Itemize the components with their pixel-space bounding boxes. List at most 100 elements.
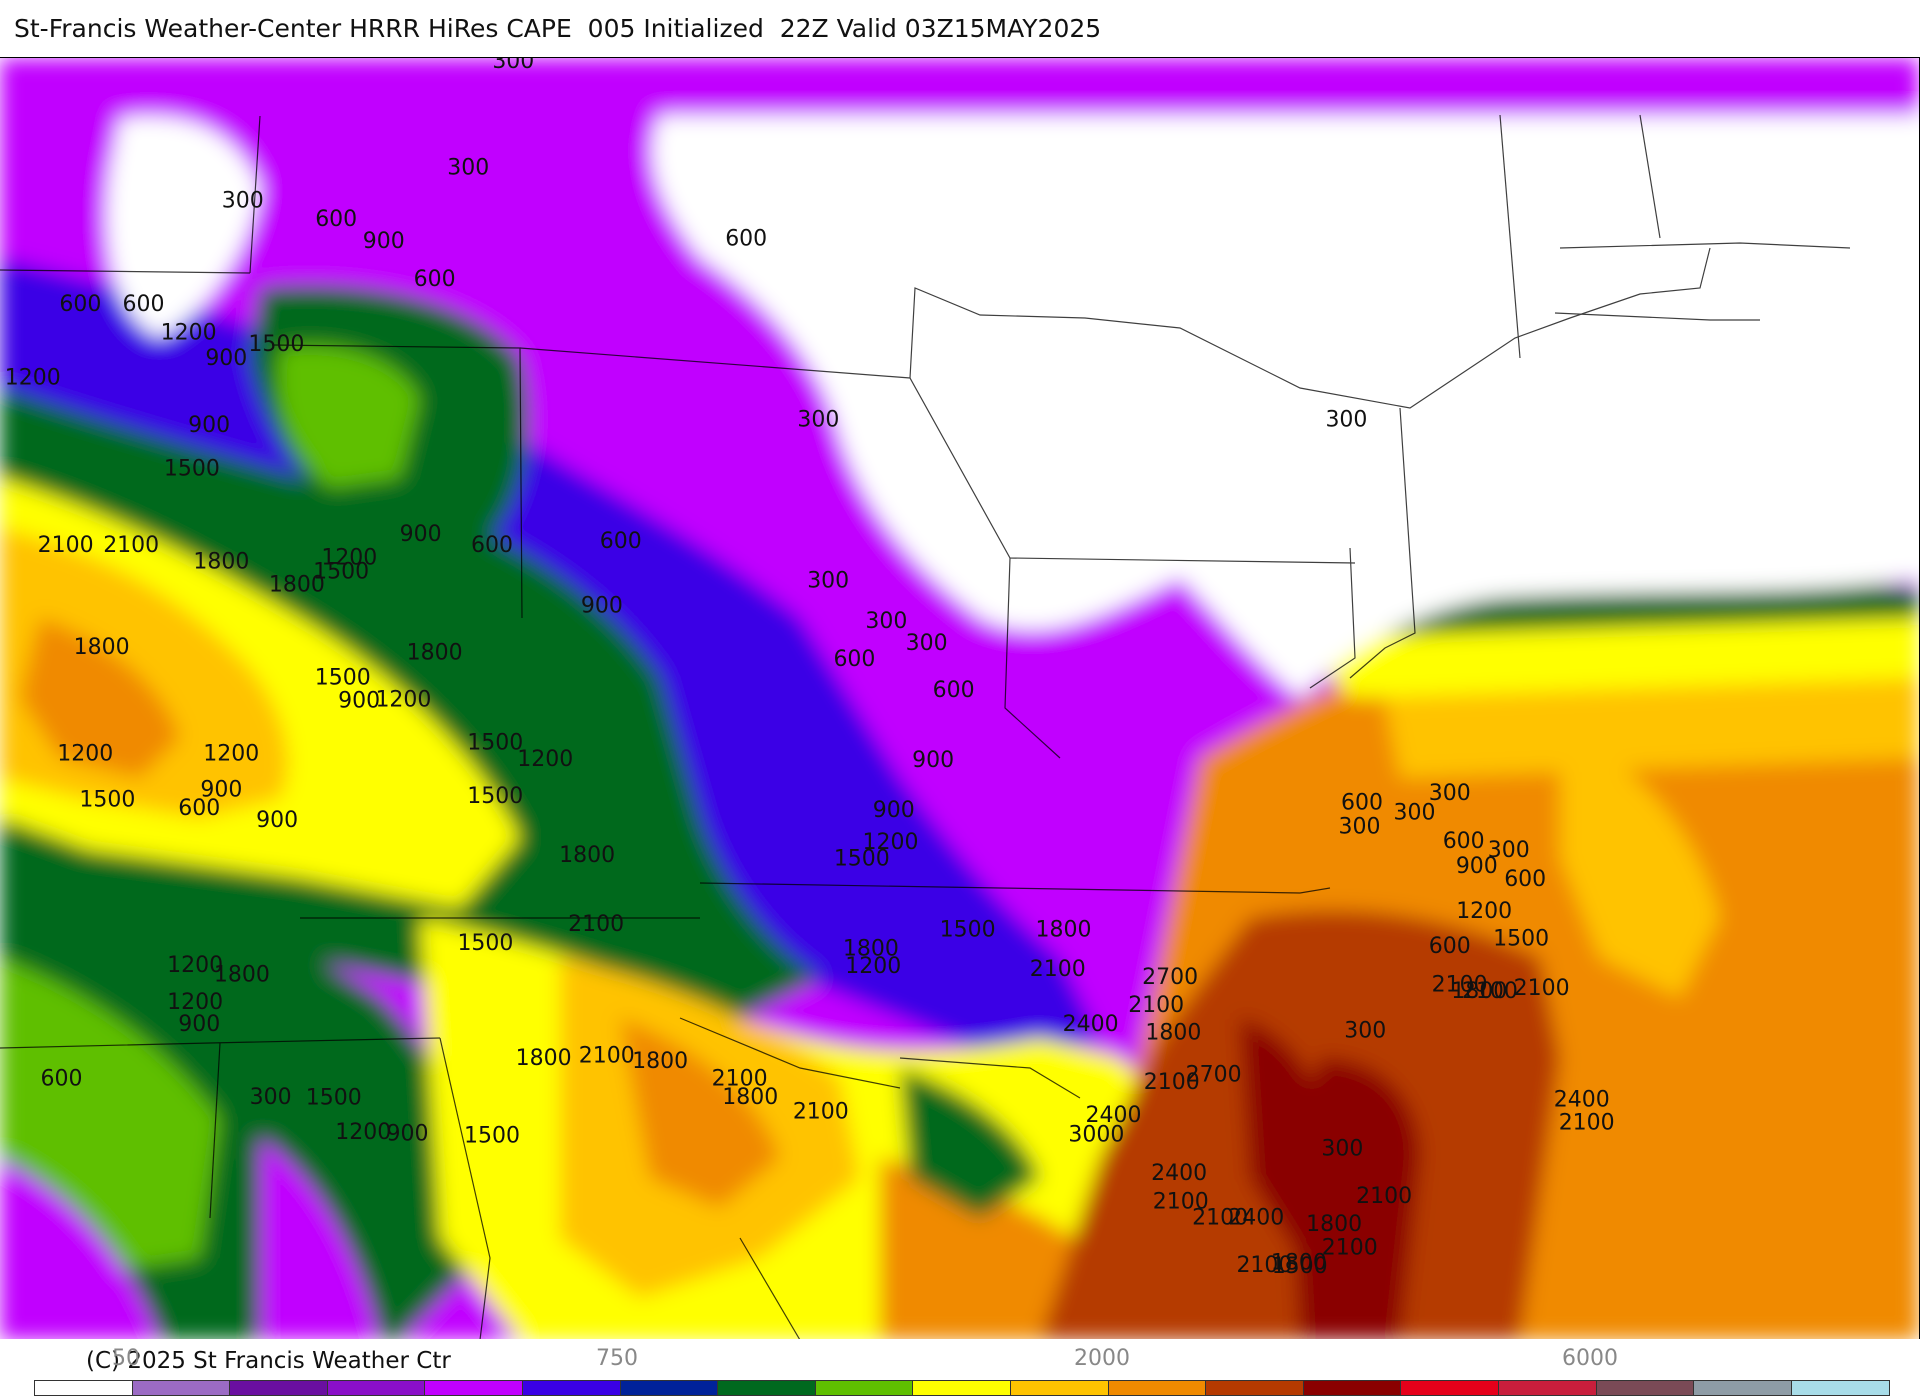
contour-label: 1800 — [843, 937, 899, 962]
contour-label: 1500 — [467, 784, 523, 809]
contour-label: 2100 — [1128, 993, 1184, 1018]
contour-label: 300 — [250, 1085, 292, 1110]
contour-label: 2100 — [712, 1066, 768, 1091]
colorbar-tick-label: 750 — [596, 1346, 638, 1371]
contour-label: 2400 — [1228, 1205, 1284, 1230]
cape-map: 300 300 300 600 900 600 600 600 1200 1500 900 1200 3… — [0, 57, 1920, 1340]
contour-label: 1800 — [559, 843, 615, 868]
contour-label: 2100 — [1432, 973, 1488, 998]
contour-label: 2100 — [579, 1043, 635, 1068]
contour-label: 1500 — [79, 788, 135, 813]
contour-label: 1200 — [5, 365, 61, 390]
contour-label: 900 — [912, 748, 954, 773]
map-title: St-Francis Weather-Center HRRR HiRes CAP… — [14, 14, 1102, 43]
contour-label: 1200 — [863, 830, 919, 855]
contour-label: 2100 — [1236, 1253, 1292, 1278]
contour-label: 2100 — [1192, 1205, 1248, 1230]
contour-label: 1200 — [161, 320, 217, 345]
cape-colorbar — [34, 1380, 1891, 1396]
colorbar-swatch — [230, 1381, 328, 1395]
contour-label: 2400 — [1086, 1103, 1142, 1128]
colorbar-swatch — [1010, 1381, 1109, 1395]
contour-label: 300 — [1344, 1019, 1386, 1044]
contour-label: 1500 — [464, 1123, 520, 1148]
contour-label: 1200 — [335, 1120, 391, 1145]
contour-label: 600 — [1504, 867, 1546, 892]
contour-label: 1500 — [315, 665, 371, 690]
contour-label: 2100 — [1322, 1236, 1378, 1261]
colorbar-tick-label: 50 — [112, 1346, 140, 1371]
contour-label: 1500 — [313, 559, 369, 584]
cape-fill-layer — [0, 58, 1919, 1340]
colorbar-swatch — [1401, 1381, 1499, 1395]
colorbar-swatch — [1498, 1381, 1597, 1395]
colorbar-swatch — [35, 1381, 133, 1395]
contour-label: 900 — [400, 522, 442, 547]
contour-label: 600 — [178, 796, 220, 821]
contour-label: 2100 — [793, 1100, 849, 1125]
colorbar-swatch — [522, 1381, 621, 1395]
contour-label: 600 — [123, 292, 165, 317]
contour-label: 1800 — [722, 1085, 778, 1110]
colorbar-swatch — [1206, 1381, 1304, 1395]
colorbar-swatch — [1303, 1381, 1402, 1395]
contour-label: 2400 — [1151, 1161, 1207, 1186]
contour-label: 2400 — [1554, 1088, 1610, 1113]
contour-label: 1500 — [834, 847, 890, 872]
contour-label: 900 — [873, 798, 915, 823]
contour-label: 1200 — [167, 990, 223, 1015]
contour-label: 2100 — [1356, 1184, 1412, 1209]
colorbar-swatch — [327, 1381, 426, 1395]
contour-label: 300 — [865, 609, 907, 634]
colorbar-swatch — [718, 1381, 816, 1395]
contour-label: 2700 — [1142, 965, 1198, 990]
contour-label: 600 — [933, 678, 975, 703]
contour-label: 900 — [178, 1012, 220, 1037]
contour-label: 900 — [387, 1122, 429, 1147]
contour-label: 600 — [725, 226, 767, 251]
contour-label: 600 — [1443, 829, 1485, 854]
contour-label: 300 — [492, 58, 534, 74]
contour-label: 300 — [1321, 1136, 1363, 1161]
colorbar-swatch — [1596, 1381, 1695, 1395]
contour-label: 600 — [414, 267, 456, 292]
colorbar-swatch — [425, 1381, 523, 1395]
contour-label: 3000 — [1068, 1123, 1124, 1148]
contour-label: 1800 — [1306, 1212, 1362, 1237]
contour-label: 1500 — [164, 456, 220, 481]
contour-label: 2100 — [1514, 976, 1570, 1001]
contour-label: 1800 — [516, 1046, 572, 1071]
colorbar-swatch — [132, 1381, 231, 1395]
border-lines — [0, 114, 1851, 1340]
contour-label: 300 — [1339, 814, 1381, 839]
contour-label: 1500 — [1272, 1254, 1328, 1279]
contour-label: 900 — [256, 808, 298, 833]
contour-label: 2700 — [1186, 1063, 1242, 1088]
contour-label: 300 — [1325, 408, 1367, 433]
contour-label: 2100 — [38, 533, 94, 558]
contour-label: 600 — [41, 1066, 83, 1091]
contour-label: 600 — [1341, 790, 1383, 815]
colorbar-swatch — [1694, 1381, 1792, 1395]
contour-label: 300 — [906, 631, 948, 656]
contour-label: 2400 — [1063, 1012, 1119, 1037]
contour-label: 1500 — [1493, 927, 1549, 952]
contour-label: 1200 — [375, 687, 431, 712]
contour-label: 1500 — [940, 917, 996, 942]
contour-label: 300 — [1488, 838, 1530, 863]
contour-label: 2100 — [568, 912, 624, 937]
contour-label: 900 — [338, 688, 380, 713]
contour-label: 2100 — [1559, 1111, 1615, 1136]
contour-label: 1800 — [193, 549, 249, 574]
contour-label: 1800 — [1271, 1250, 1327, 1275]
contour-label: 1800 — [1145, 1020, 1201, 1045]
contour-label: 1200 — [57, 742, 113, 767]
contour-label: 300 — [1429, 781, 1471, 806]
colorbar-swatch — [620, 1381, 719, 1395]
colorbar-tick-label: 2000 — [1074, 1346, 1130, 1371]
contour-label: 900 — [581, 594, 623, 619]
contour-label: 2100 — [1144, 1070, 1200, 1095]
contour-label: 1200 — [167, 953, 223, 978]
contour-label: 600 — [1429, 934, 1471, 959]
